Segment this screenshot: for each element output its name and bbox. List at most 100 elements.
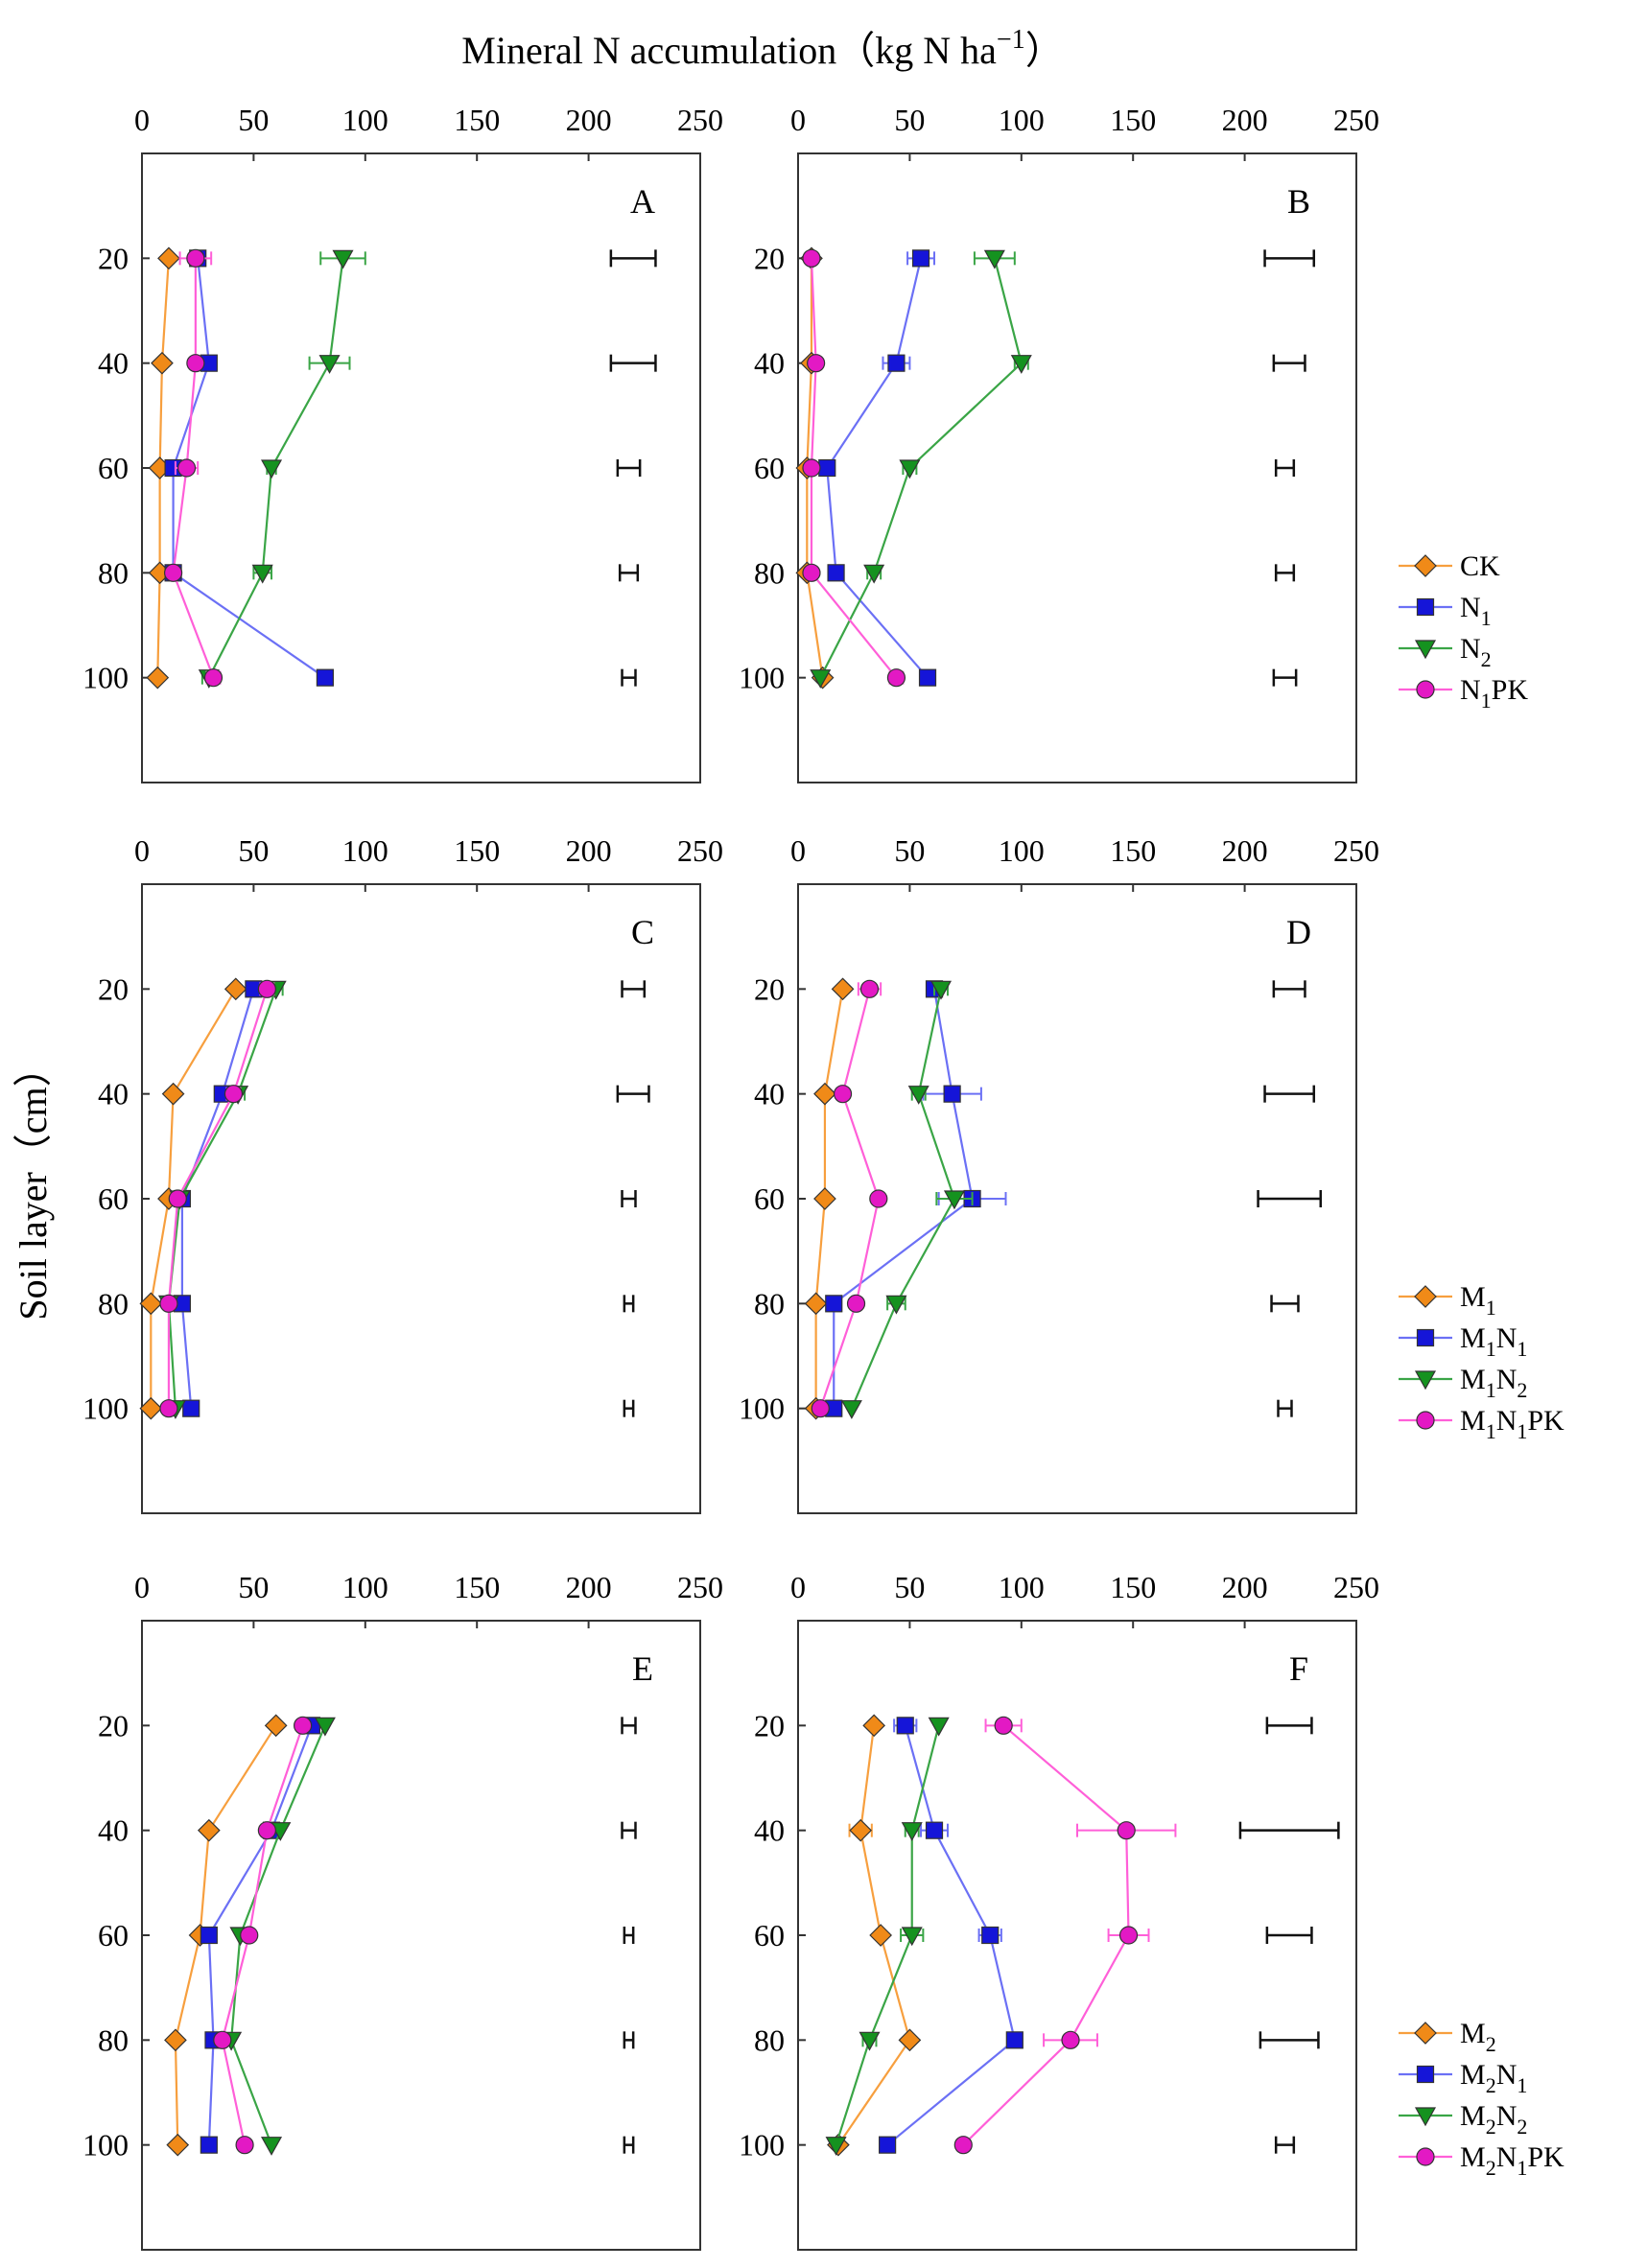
- panel-f: 0 50 100 150 200 250 20 40 60 80 100 F: [739, 1570, 1379, 2251]
- x-tick-label: 50: [238, 1570, 269, 1604]
- y-tick-label: 20: [98, 971, 129, 1006]
- data-point: [1061, 2030, 1080, 2049]
- legend-item: M2N1PK: [1399, 2141, 1565, 2180]
- panel-d: 0 50 100 150 200 250 20 40 60 80 100 D: [739, 833, 1379, 1514]
- data-point: [901, 1822, 923, 1841]
- x-tick-label: 200: [1222, 1570, 1268, 1604]
- y-tick-label: 60: [98, 1918, 129, 1952]
- series-1: [879, 1717, 1023, 2154]
- x-tick-label: 250: [1333, 103, 1379, 137]
- plot-frame: [141, 883, 701, 1514]
- data-point: [802, 563, 821, 582]
- data-point: [235, 2136, 254, 2155]
- data-point: [804, 1292, 828, 1316]
- lsd-bar: [1257, 1190, 1323, 1207]
- x-tick-label: 50: [238, 103, 269, 137]
- data-point: [899, 459, 921, 479]
- data-point: [994, 1716, 1013, 1735]
- y-tick-label: 100: [739, 1391, 785, 1426]
- data-point: [810, 669, 832, 689]
- data-point: [901, 1927, 923, 1947]
- data-point: [318, 355, 341, 374]
- x-tick-label: 50: [238, 833, 269, 868]
- data-point: [929, 980, 953, 1000]
- data-point: [827, 564, 845, 582]
- lsd-bar: [1270, 1295, 1300, 1313]
- legend-label: M2N2: [1460, 2100, 1527, 2139]
- data-point: [886, 668, 906, 688]
- x-tick-label: 0: [790, 833, 806, 868]
- data-point: [294, 1716, 313, 1735]
- data-point: [159, 1294, 178, 1313]
- series-1: [825, 980, 1007, 1417]
- lsd-bar: [621, 1717, 637, 1735]
- y-tick-label: 80: [754, 1286, 785, 1321]
- data-point: [224, 1085, 244, 1104]
- data-point: [151, 351, 174, 375]
- y-tick-label: 80: [98, 1286, 129, 1321]
- data-point: [983, 249, 1005, 269]
- data-point: [182, 1399, 200, 1417]
- data-point: [896, 1717, 914, 1735]
- panel-label: C: [631, 913, 654, 951]
- legend-label: M2N1: [1460, 2059, 1527, 2097]
- data-point: [213, 2030, 232, 2049]
- lsd-bar: [1274, 459, 1296, 477]
- lsd-bar: [1272, 668, 1298, 687]
- x-tick-label: 100: [999, 833, 1045, 868]
- data-point: [807, 354, 826, 373]
- data-point: [161, 1082, 185, 1106]
- legend-marker: [1416, 597, 1435, 617]
- lsd-bar: [1263, 1085, 1316, 1103]
- x-tick-label: 200: [1222, 833, 1268, 868]
- legend-label: M2: [1460, 2018, 1496, 2056]
- legend-marker: [1414, 554, 1437, 577]
- x-tick-label: 250: [677, 103, 723, 137]
- lsd-bar: [616, 459, 642, 477]
- data-point: [869, 1189, 888, 1208]
- lsd-bar: [618, 564, 640, 582]
- lsd-bar: [616, 1085, 650, 1103]
- x-tick-label: 0: [134, 1570, 150, 1604]
- series-3: [802, 248, 906, 688]
- plot-frame: [141, 1620, 701, 2251]
- lsd-bar: [1259, 2031, 1320, 2049]
- y-tick-label: 100: [82, 1391, 129, 1426]
- lsd-bar: [1263, 249, 1316, 268]
- series-3: [163, 248, 224, 688]
- series-0: [804, 977, 855, 1420]
- data-point: [833, 1085, 853, 1104]
- x-tick-label: 0: [790, 1570, 806, 1604]
- lsd-bar: [1274, 2136, 1296, 2154]
- chart-title: Mineral N accumulation（kg N ha−1）: [461, 25, 1063, 72]
- data-point: [918, 668, 937, 687]
- lsd-bar: [621, 668, 637, 687]
- data-point: [802, 248, 821, 268]
- data-point: [1118, 1926, 1139, 1945]
- series-0: [139, 977, 247, 1420]
- data-point: [264, 1714, 288, 1738]
- x-tick-label: 150: [454, 1570, 500, 1604]
- x-tick-label: 100: [342, 833, 388, 868]
- lsd-bar: [609, 354, 657, 372]
- y-tick-label: 40: [754, 346, 785, 381]
- legend-label: N1: [1460, 592, 1492, 630]
- x-tick-label: 0: [134, 833, 150, 868]
- y-tick-label: 20: [98, 1708, 129, 1742]
- data-point: [200, 1926, 218, 1945]
- data-point: [261, 2137, 283, 2156]
- lsd-bar: [623, 1295, 635, 1313]
- x-tick-label: 0: [790, 103, 806, 137]
- data-point: [332, 249, 354, 269]
- lsd-bar: [623, 2031, 635, 2049]
- data-point: [863, 564, 885, 584]
- data-point: [139, 1396, 163, 1420]
- data-point: [159, 1399, 178, 1418]
- y-tick-label: 80: [754, 2022, 785, 2057]
- x-tick-label: 200: [566, 1570, 612, 1604]
- y-tick-label: 40: [98, 1813, 129, 1848]
- panel-label: E: [632, 1649, 653, 1688]
- lsd-bar: [609, 249, 657, 268]
- data-point: [849, 1818, 873, 1842]
- legend-label: M1: [1460, 1281, 1496, 1320]
